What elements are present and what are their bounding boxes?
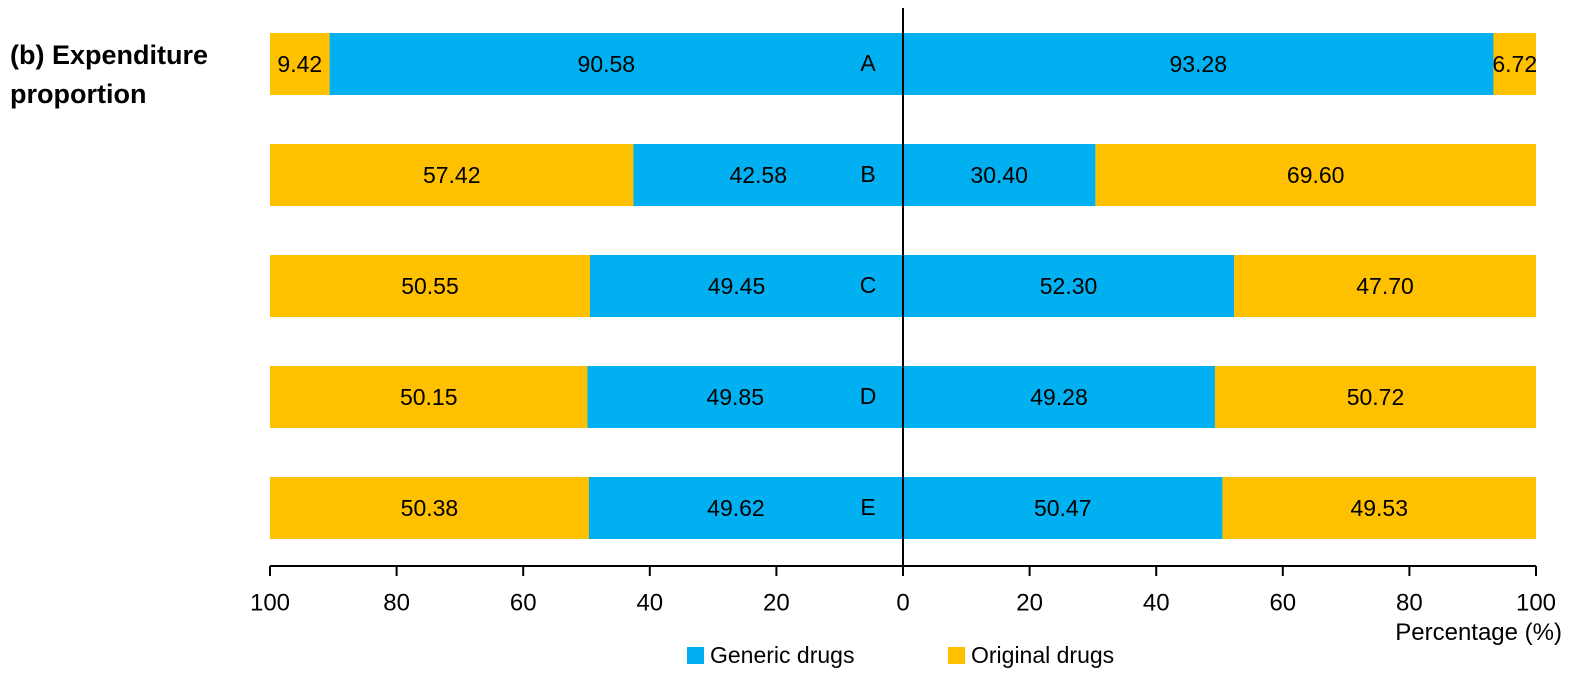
x-tick-label-left-40: 40 (636, 590, 663, 617)
bar-left-generic-e (588, 477, 903, 539)
x-axis-title: Percentage (%) (1395, 619, 1562, 646)
panel-title: (b) Expenditure proportion (10, 36, 208, 114)
bar-left-original-c (270, 255, 590, 317)
bar-right-generic-b (903, 144, 1096, 206)
panel-title-line1: (b) Expenditure (10, 40, 209, 70)
bar-right-original-c (1234, 255, 1536, 317)
bar-left-original-b (270, 144, 634, 206)
bar-right-generic-e (903, 477, 1223, 539)
category-label-d: D (860, 383, 877, 409)
label-right-generic-a: 93.28 (1169, 51, 1227, 77)
label-right-original-a: 6.72 (1492, 51, 1537, 77)
label-right-generic-b: 30.40 (970, 162, 1028, 188)
label-left-generic-d: 49.85 (706, 384, 764, 410)
label-right-original-b: 69.60 (1287, 162, 1345, 188)
bar-right-generic-d (903, 366, 1215, 428)
label-left-original-e: 50.38 (401, 495, 459, 521)
label-right-original-d: 50.72 (1347, 384, 1405, 410)
label-right-original-e: 49.53 (1350, 495, 1408, 521)
bar-left-generic-d (587, 366, 903, 428)
x-tick-label-left-100: 100 (250, 590, 290, 617)
x-tick-label-right-20: 20 (1016, 590, 1043, 617)
x-tick-label-right-80: 80 (1396, 590, 1423, 617)
x-tick-label-left-20: 20 (763, 590, 790, 617)
label-left-generic-c: 49.45 (708, 273, 766, 299)
x-tick-label-left-80: 80 (383, 590, 410, 617)
label-right-generic-d: 49.28 (1030, 384, 1088, 410)
legend-item-generic: Generic drugs (687, 642, 854, 669)
bar-left-original-d (270, 366, 588, 428)
bar-left-original-e (270, 477, 589, 539)
label-right-generic-e: 50.47 (1034, 495, 1092, 521)
legend-item-original: Original drugs (948, 642, 1114, 669)
bar-right-original-e (1222, 477, 1536, 539)
category-label-c: C (860, 272, 877, 298)
label-left-original-b: 57.42 (423, 162, 481, 188)
legend-swatch-original (948, 647, 965, 664)
bar-left-generic-a (329, 33, 903, 95)
category-label-b: B (860, 161, 875, 187)
bar-right-original-a (1493, 33, 1536, 95)
x-tick-label-right-40: 40 (1143, 590, 1170, 617)
category-label-a: A (860, 50, 876, 76)
label-left-original-c: 50.55 (401, 273, 459, 299)
label-left-original-d: 50.15 (400, 384, 458, 410)
bar-right-original-d (1214, 366, 1536, 428)
label-left-generic-a: 90.58 (578, 51, 636, 77)
x-tick-label-right-60: 60 (1269, 590, 1296, 617)
legend-swatch-generic (687, 647, 704, 664)
category-label-e: E (860, 494, 875, 520)
bar-right-generic-c (903, 255, 1235, 317)
bar-left-original-a (270, 33, 330, 95)
label-left-generic-e: 49.62 (707, 495, 765, 521)
label-left-generic-b: 42.58 (729, 162, 787, 188)
legend: Generic drugs Original drugs (0, 642, 1570, 672)
legend-label-original: Original drugs (971, 642, 1115, 668)
bar-right-generic-a (903, 33, 1494, 95)
panel-title-line2: proportion (10, 79, 147, 109)
bar-right-original-b (1095, 144, 1536, 206)
x-tick-label-right-100: 100 (1516, 590, 1556, 617)
bar-left-generic-b (633, 144, 903, 206)
label-left-original-a: 9.42 (277, 51, 322, 77)
x-tick-label-left-60: 60 (510, 590, 537, 617)
x-tick-label-left-0: 0 (896, 590, 909, 617)
bar-left-generic-c (589, 255, 903, 317)
legend-label-generic: Generic drugs (710, 642, 855, 668)
label-right-original-c: 47.70 (1356, 273, 1414, 299)
label-right-generic-c: 52.30 (1040, 273, 1098, 299)
